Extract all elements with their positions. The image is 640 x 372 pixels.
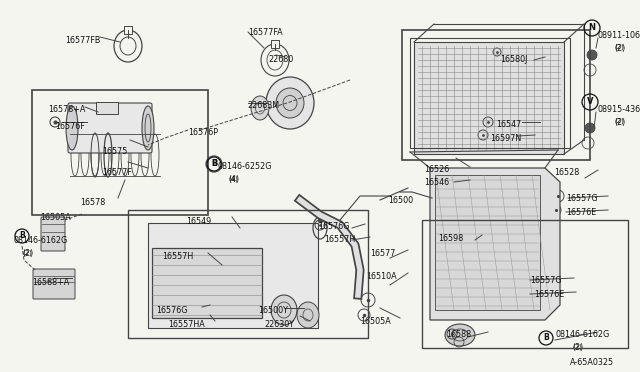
Text: N: N: [589, 23, 595, 32]
Text: 16510A: 16510A: [366, 272, 397, 281]
Text: (4): (4): [228, 175, 239, 184]
Circle shape: [585, 123, 595, 133]
Text: B: B: [543, 334, 549, 343]
Ellipse shape: [297, 302, 319, 328]
Text: 16576F: 16576F: [55, 122, 84, 131]
Text: 16576P: 16576P: [188, 128, 218, 137]
Text: 16576G: 16576G: [318, 222, 349, 231]
Bar: [402, 30, 590, 160]
Text: 08915-43610: 08915-43610: [597, 105, 640, 114]
Bar: [148, 223, 318, 328]
Text: 16528: 16528: [554, 168, 579, 177]
Ellipse shape: [271, 295, 297, 325]
Text: 16578: 16578: [80, 198, 105, 207]
Text: 22683M: 22683M: [247, 101, 279, 110]
Text: 16547: 16547: [496, 120, 521, 129]
Text: B: B: [19, 231, 25, 241]
Text: (2): (2): [22, 249, 33, 258]
FancyBboxPatch shape: [33, 269, 75, 299]
Text: 16557HA: 16557HA: [168, 320, 205, 329]
Text: (2): (2): [614, 44, 625, 53]
Text: 08146-6162G: 08146-6162G: [556, 330, 611, 339]
Text: A-65A0325: A-65A0325: [570, 358, 614, 367]
Bar: [32, 90, 208, 215]
Bar: [410, 38, 570, 148]
Text: (2): (2): [572, 343, 582, 350]
Text: 16576E: 16576E: [566, 208, 596, 217]
Text: 22630Y: 22630Y: [264, 320, 294, 329]
Text: 16575: 16575: [102, 147, 127, 156]
Text: 16577: 16577: [370, 249, 396, 258]
Text: 16557G: 16557G: [530, 276, 562, 285]
Ellipse shape: [445, 324, 475, 346]
Text: 16546: 16546: [424, 178, 449, 187]
Text: 16577F: 16577F: [102, 168, 132, 177]
FancyBboxPatch shape: [68, 103, 152, 153]
Text: (2): (2): [614, 118, 624, 125]
Bar: [271, 40, 279, 48]
Text: (2): (2): [614, 118, 625, 127]
Text: (2): (2): [22, 249, 32, 256]
Text: 16576G: 16576G: [156, 306, 188, 315]
Text: 16578+A: 16578+A: [48, 105, 85, 114]
Text: 16557H: 16557H: [162, 252, 193, 261]
Text: (2): (2): [614, 44, 624, 51]
Text: B: B: [211, 160, 217, 169]
Text: 16577FA: 16577FA: [248, 28, 283, 37]
Text: 16505A: 16505A: [360, 317, 391, 326]
Text: 16580J: 16580J: [500, 55, 527, 64]
Text: (4): (4): [228, 175, 238, 182]
Bar: [414, 42, 564, 154]
Ellipse shape: [276, 88, 304, 118]
Ellipse shape: [251, 96, 269, 120]
Bar: [96, 102, 118, 114]
Text: 16500: 16500: [388, 196, 413, 205]
Text: 16500Y: 16500Y: [258, 306, 288, 315]
Text: 16577FB: 16577FB: [65, 36, 100, 45]
Text: 16588+A: 16588+A: [32, 278, 69, 287]
Bar: [124, 26, 132, 34]
Text: 16597N: 16597N: [490, 134, 521, 143]
Text: 08146-6252G: 08146-6252G: [218, 162, 273, 171]
Bar: [152, 248, 262, 318]
Text: V: V: [587, 97, 593, 106]
Ellipse shape: [66, 106, 78, 150]
Bar: [128, 210, 368, 338]
Text: 16505A: 16505A: [40, 213, 71, 222]
Text: 16549: 16549: [186, 217, 211, 226]
Text: 16557G: 16557G: [566, 194, 598, 203]
Text: 16588: 16588: [446, 330, 471, 339]
Text: 16598: 16598: [438, 234, 463, 243]
Text: 08911-1062G: 08911-1062G: [597, 31, 640, 40]
Circle shape: [587, 50, 597, 60]
Text: 08146-6162G: 08146-6162G: [14, 236, 68, 245]
Text: 16526: 16526: [424, 165, 449, 174]
Polygon shape: [430, 168, 560, 320]
Polygon shape: [435, 175, 540, 310]
Text: B: B: [211, 160, 217, 169]
Text: 16557H: 16557H: [324, 235, 355, 244]
FancyBboxPatch shape: [41, 217, 65, 251]
Bar: [422, 220, 628, 348]
Text: 16576E: 16576E: [534, 290, 564, 299]
Text: 22680: 22680: [268, 55, 293, 64]
Ellipse shape: [266, 77, 314, 129]
Ellipse shape: [142, 106, 154, 150]
Text: (2): (2): [572, 343, 583, 352]
